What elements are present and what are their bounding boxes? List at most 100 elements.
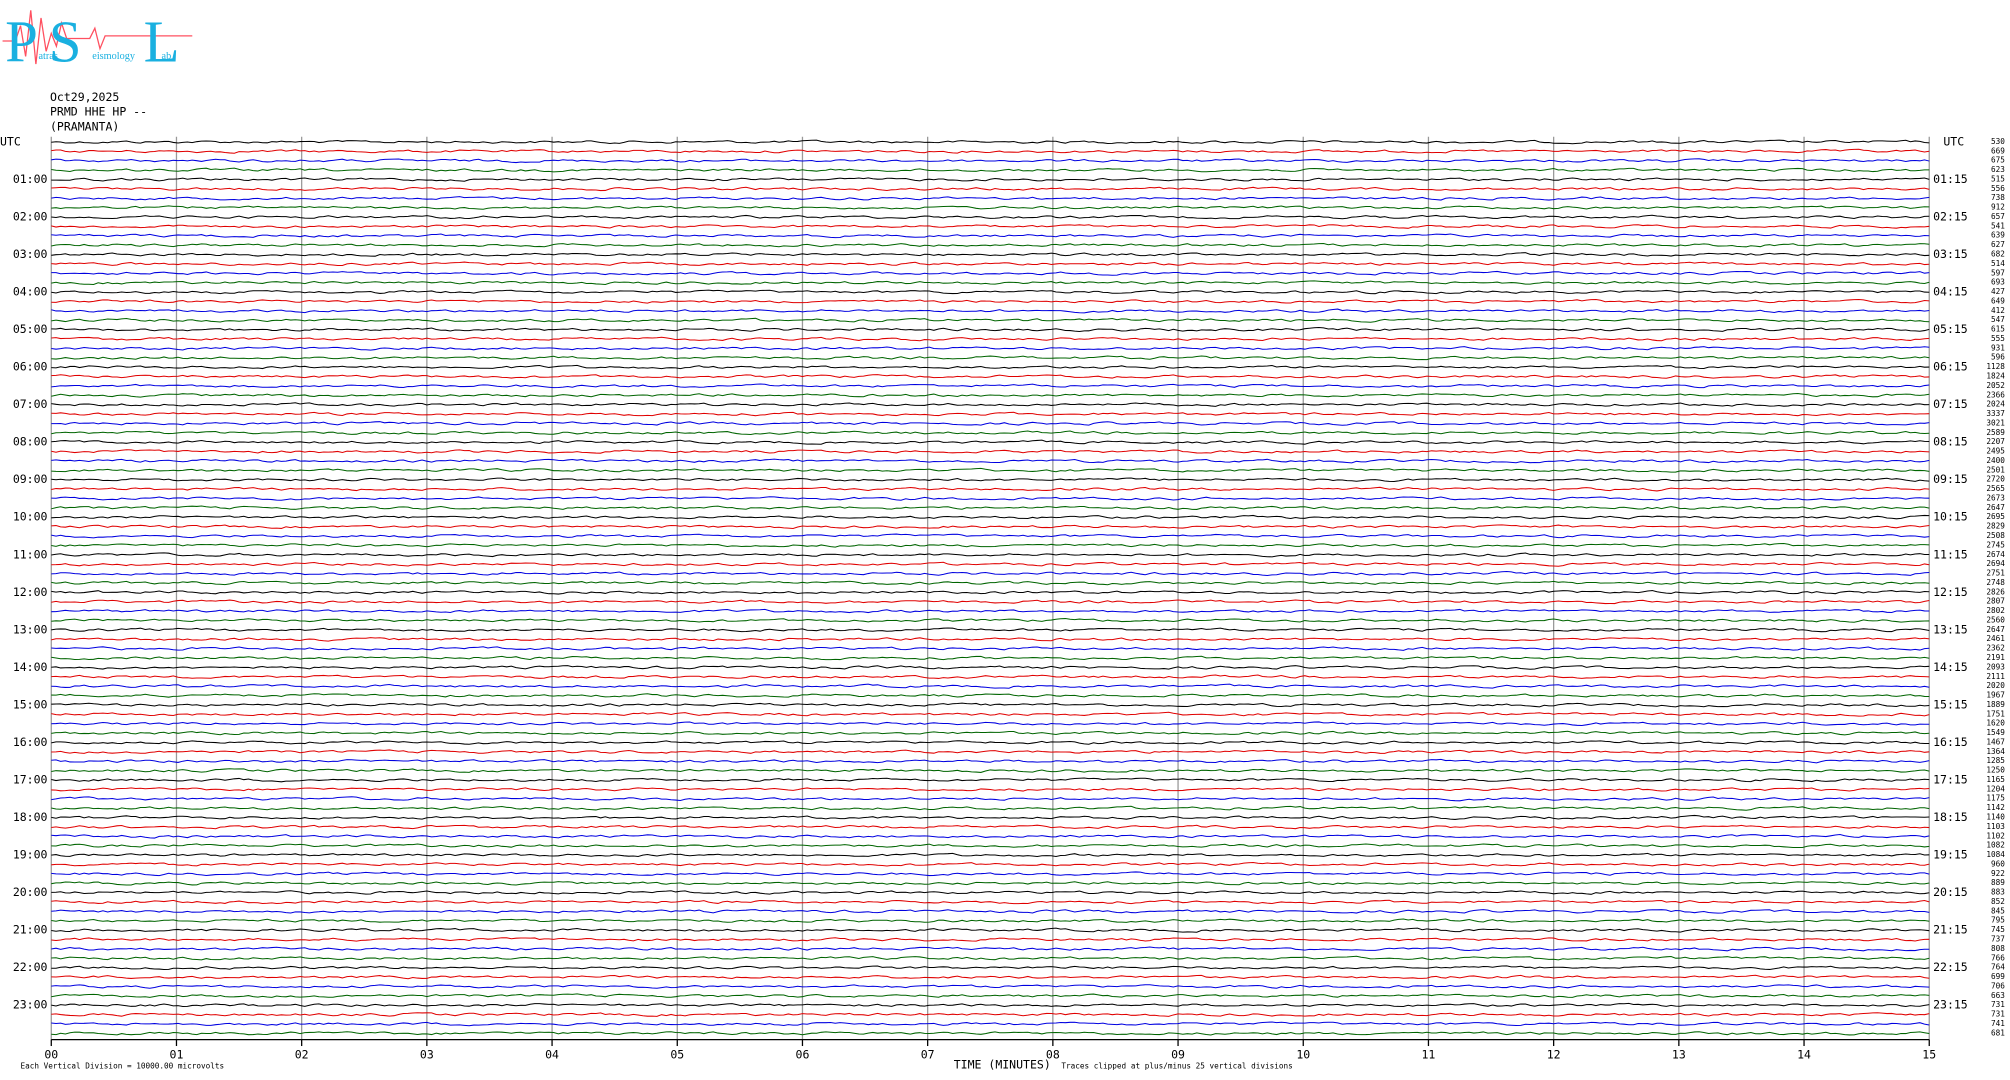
trace (51, 524, 1930, 529)
header-line: PRMD HHE HP -- (50, 105, 147, 119)
hour-label-right: 09:15 (1933, 472, 1968, 486)
hour-label-left: 05:00 (13, 322, 48, 336)
hour-label-left: 11:00 (13, 547, 48, 561)
trace (51, 355, 1930, 361)
row-value: 738 (1991, 193, 2005, 202)
x-tick-label: 09 (1171, 1047, 1185, 1061)
hour-label-right: 05:15 (1933, 322, 1968, 336)
logo-word: atras (38, 51, 57, 62)
trace (51, 881, 1930, 886)
row-value: 615 (1991, 325, 2005, 334)
x-tick-label: 05 (670, 1047, 684, 1061)
row-value: 2508 (1986, 531, 2005, 540)
hour-label-right: 02:15 (1933, 209, 1968, 223)
trace (51, 392, 1930, 398)
trace (51, 383, 1930, 389)
row-value: 766 (1991, 953, 2005, 962)
row-value: 2720 (1986, 475, 2005, 484)
row-value: 541 (1991, 221, 2005, 230)
row-value: 1549 (1986, 728, 2005, 737)
row-value: 693 (1991, 278, 2005, 287)
trace (51, 421, 1930, 426)
row-value: 1142 (1986, 803, 2005, 812)
row-value: 1102 (1986, 831, 2005, 840)
trace (51, 711, 1930, 717)
trace (51, 186, 1930, 192)
hour-label-left: 02:00 (13, 209, 48, 223)
note-right: Traces clipped at plus/minus 25 vertical… (1061, 1062, 1292, 1071)
row-value: 2111 (1986, 672, 2005, 681)
hour-label-right: 07:15 (1933, 397, 1968, 411)
trace (51, 599, 1930, 605)
row-value: 2589 (1986, 428, 2005, 437)
row-value: 530 (1991, 137, 2005, 146)
trace (51, 148, 1930, 154)
row-value: 515 (1991, 174, 2005, 183)
row-value: 1250 (1986, 766, 2005, 775)
row-value: 745 (1991, 925, 2005, 934)
row-value: 1084 (1986, 850, 2005, 859)
hour-label-right: UTC (1943, 134, 1964, 148)
row-value: 663 (1991, 991, 2005, 1000)
trace (51, 477, 1930, 483)
row-value: 1128 (1986, 362, 2005, 371)
hour-label-right: 18:15 (1933, 810, 1968, 824)
trace (51, 862, 1930, 867)
trace (51, 280, 1930, 286)
row-value: 2560 (1986, 615, 2005, 624)
row-value: 2052 (1986, 381, 2005, 390)
row-value: 682 (1991, 250, 2005, 259)
hour-label-left: 06:00 (13, 360, 48, 374)
row-value: 889 (1991, 878, 2005, 887)
trace (51, 449, 1930, 454)
trace (51, 674, 1930, 679)
trace (51, 927, 1930, 933)
hour-label-right: 17:15 (1933, 772, 1968, 786)
trace (51, 308, 1930, 314)
trace (51, 955, 1930, 961)
hour-label-right: 12:15 (1933, 585, 1968, 599)
row-value: 2020 (1986, 681, 2005, 690)
hour-label-right: 22:15 (1933, 960, 1968, 974)
trace (51, 721, 1930, 726)
row-value: 731 (1991, 1000, 2005, 1009)
trace (51, 965, 1930, 970)
hour-label-left: 07:00 (13, 397, 48, 411)
hour-label-left: 21:00 (13, 923, 48, 937)
trace (51, 346, 1930, 351)
row-value: 2495 (1986, 447, 2005, 456)
row-value: 883 (1991, 888, 2005, 897)
row-value: 675 (1991, 156, 2005, 165)
hour-label-left: UTC (0, 134, 21, 148)
row-value: 2807 (1986, 597, 2005, 606)
row-value: 1751 (1986, 709, 2005, 718)
trace (51, 655, 1930, 661)
trace (51, 158, 1930, 164)
row-value: 2565 (1986, 484, 2005, 493)
hour-label-left: 14:00 (13, 660, 48, 674)
row-value: 547 (1991, 315, 2005, 324)
trace (51, 702, 1930, 708)
row-value: 2695 (1986, 512, 2005, 521)
row-value: 1364 (1986, 747, 2005, 756)
row-value: 1103 (1986, 822, 2005, 831)
trace (51, 1002, 1930, 1008)
trace (51, 514, 1930, 520)
row-value: 2461 (1986, 634, 2005, 643)
hour-label-right: 20:15 (1933, 885, 1968, 899)
row-value: 623 (1991, 165, 2005, 174)
trace (51, 139, 1930, 145)
trace (51, 608, 1930, 614)
row-value: 2024 (1986, 400, 2005, 409)
trace (51, 252, 1930, 257)
row-value: 412 (1991, 306, 2005, 315)
row-value: 597 (1991, 268, 2005, 277)
row-value: 596 (1991, 353, 2005, 362)
row-value: 669 (1991, 146, 2005, 155)
trace (51, 552, 1930, 558)
trace (51, 777, 1930, 783)
row-value: 427 (1991, 287, 2005, 296)
hour-label-left: 23:00 (13, 998, 48, 1012)
row-value: 960 (1991, 859, 2005, 868)
